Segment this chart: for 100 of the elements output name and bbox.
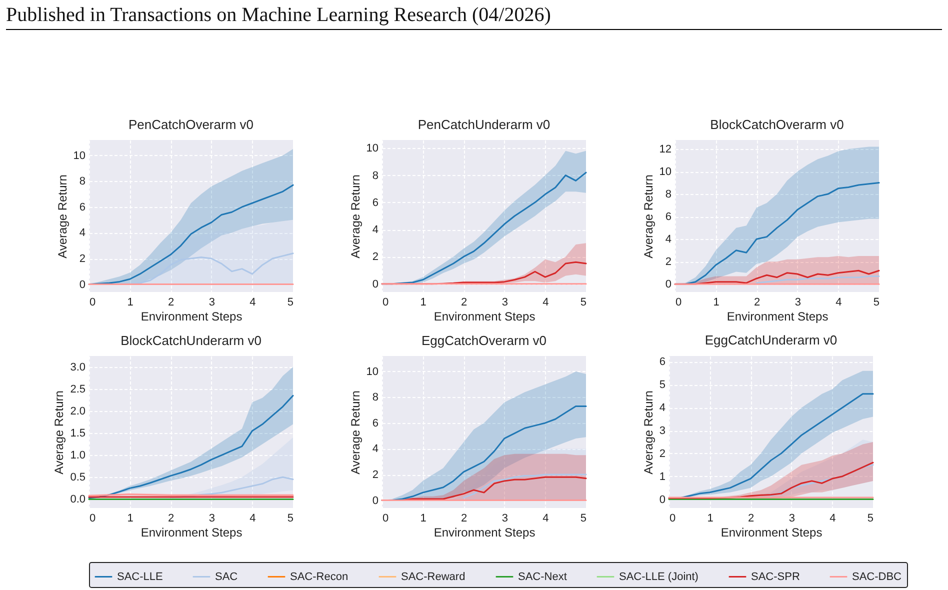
x-tick-label: 0	[382, 512, 389, 524]
text: Published in Transactions on Machine Learning Research (04/2026)	[6, 4, 942, 30]
x-tick-label: 5	[873, 296, 880, 308]
x-tick-label: 0	[676, 296, 682, 308]
y-tick-label: 0	[659, 494, 666, 506]
y-tick-label: 0	[372, 278, 378, 290]
legend-label: SAC	[215, 570, 238, 583]
x-tick-label: 5	[287, 512, 294, 524]
x-tick-label: 3	[208, 512, 215, 524]
y-axis-title: Average Return	[52, 390, 66, 474]
y-axis-title: Average Return	[348, 174, 362, 258]
chart-title: BlockCatchOverarm v0	[710, 117, 844, 132]
x-tick-label: 3	[208, 296, 215, 308]
y-tick-label: 8	[665, 188, 672, 201]
y-tick-label: 10	[73, 150, 86, 162]
x-tick-label: 1	[420, 512, 426, 524]
x-tick-label: 4	[836, 296, 842, 308]
legend-label: SAC-LLE	[117, 570, 163, 583]
x-tick-label: 1	[713, 296, 720, 308]
y-tick-label: 4	[659, 402, 666, 414]
x-axis-title: Environment Steps	[434, 310, 536, 324]
y-tick-label: 1	[659, 470, 666, 483]
y-tick-label: 10	[366, 142, 378, 155]
y-tick-label: 8	[372, 170, 378, 182]
y-axis-title: Average Return	[641, 390, 656, 474]
x-tick-label: 4	[250, 296, 256, 308]
x-tick-label: 1	[420, 296, 426, 308]
x-tick-label: 2	[461, 512, 468, 524]
x-tick-label: 4	[542, 296, 549, 308]
y-tick-label: 3.0	[70, 362, 86, 374]
x-axis-title: Environment Steps	[720, 526, 822, 540]
y-tick-label: 1.5	[70, 428, 86, 440]
y-tick-label: 0	[372, 494, 378, 507]
x-tick-label: 1	[127, 296, 134, 308]
legend-label: SAC-LLE (Joint)	[619, 570, 698, 583]
x-tick-label: 3	[794, 296, 801, 308]
x-tick-label: 4	[250, 512, 256, 524]
x-tick-label: 1	[127, 512, 134, 524]
legend-label: SAC-Next	[518, 570, 567, 583]
y-axis-title: Average Return	[641, 174, 656, 258]
y-tick-label: 2	[372, 251, 378, 264]
y-tick-label: 6	[372, 196, 378, 209]
y-tick-label: 2	[665, 256, 672, 268]
x-tick-label: 3	[502, 296, 508, 308]
y-tick-label: 2.0	[70, 406, 86, 418]
y-tick-label: 10	[366, 366, 378, 378]
chart-title: BlockCatchUnderarm v0	[120, 333, 262, 348]
x-tick-label: 5	[580, 512, 586, 524]
x-tick-label: 3	[502, 512, 508, 524]
x-axis-title: Environment Steps	[140, 526, 242, 540]
y-tick-label: 4	[79, 227, 86, 240]
y-tick-label: 6	[372, 417, 378, 430]
y-tick-label: 2.5	[70, 384, 86, 396]
y-tick-label: 0.0	[70, 494, 86, 506]
y-axis-title: Average Return	[55, 174, 70, 258]
x-tick-label: 2	[748, 512, 754, 524]
x-tick-label: 5	[287, 296, 294, 308]
y-tick-label: 4	[372, 443, 378, 456]
x-tick-label: 4	[542, 512, 549, 524]
x-tick-label: 1	[707, 512, 714, 524]
x-axis-title: Environment Steps	[434, 526, 536, 540]
y-tick-label: 8	[372, 392, 378, 404]
y-tick-label: 0.5	[70, 472, 86, 484]
legend-label: SAC-Reward	[401, 570, 466, 583]
legend-label: SAC-DBC	[852, 570, 902, 583]
x-tick-label: 2	[168, 512, 174, 524]
x-tick-label: 0	[90, 512, 96, 524]
x-tick-label: 5	[580, 296, 586, 308]
x-tick-label: 2	[168, 296, 174, 308]
y-tick-label: 0	[79, 278, 86, 291]
x-axis-title: Environment Steps	[140, 310, 242, 324]
legend-label: SAC-SPR	[751, 570, 800, 583]
chart-title: PenCatchUnderarm v0	[418, 117, 550, 132]
y-tick-label: 6	[665, 211, 672, 224]
chart-title: EggCatchUnderarm v0	[704, 332, 838, 348]
x-tick-label: 0	[382, 296, 389, 308]
y-tick-label: 6	[79, 201, 86, 214]
x-tick-label: 5	[867, 512, 874, 524]
chart-title: PenCatchOverarm v0	[128, 117, 254, 132]
x-axis-title: Environment Steps	[726, 310, 828, 324]
y-tick-label: 3	[659, 425, 666, 438]
x-tick-label: 3	[788, 512, 795, 524]
y-tick-label: 4	[665, 234, 672, 246]
y-tick-label: 4	[372, 224, 378, 236]
x-tick-label: 2	[754, 296, 760, 308]
legend-label: SAC-Recon	[290, 570, 348, 583]
y-tick-label: 0	[665, 278, 672, 291]
y-tick-label: 10	[659, 166, 672, 178]
y-axis-title: Average Return	[348, 390, 362, 474]
y-tick-label: 6	[659, 356, 666, 368]
y-tick-label: 1.0	[70, 450, 86, 462]
x-tick-label: 2	[461, 296, 468, 308]
y-tick-label: 2	[79, 253, 86, 266]
y-tick-label: 2	[659, 448, 666, 460]
y-tick-label: 2	[372, 469, 378, 482]
y-tick-label: 8	[79, 176, 86, 188]
y-tick-label: 12	[659, 144, 672, 156]
y-tick-label: 5	[659, 379, 666, 392]
x-tick-label: 4	[830, 512, 836, 524]
x-tick-label: 0	[90, 296, 96, 308]
